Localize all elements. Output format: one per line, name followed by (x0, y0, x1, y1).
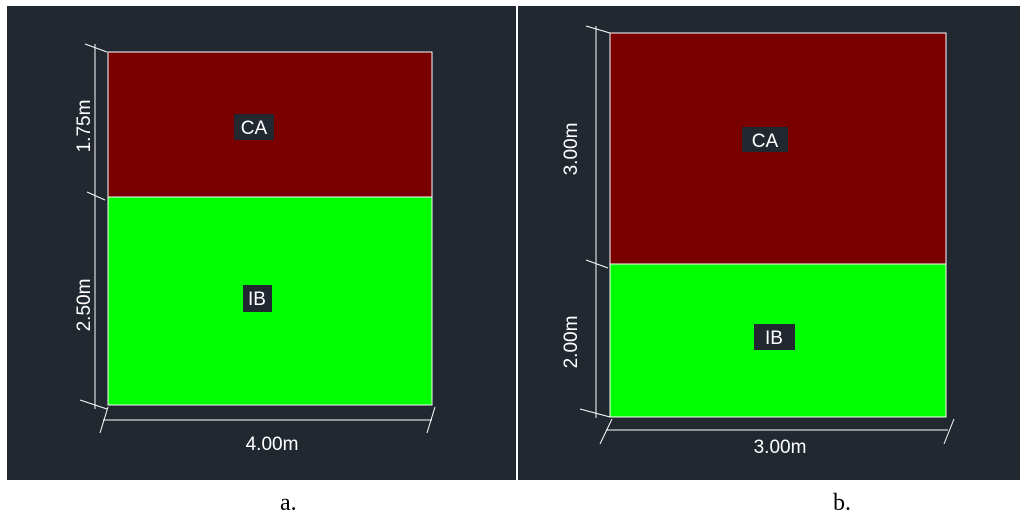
panel-a-dim-width: 4.00m (246, 434, 299, 455)
panel-b-drawing: CA IB 3.00m 2.00m 3.00m (518, 6, 1020, 480)
panel-a-label-ca: CA (241, 118, 268, 139)
panel-b-label-ca-bg (742, 127, 788, 152)
panel-a-dim-bottom: 2.50m (74, 279, 95, 332)
panel-b-caption: b. (833, 490, 851, 516)
panel-b: CA IB 3.00m 2.00m 3.00m (518, 6, 1020, 480)
panel-b-vertical-dimension (579, 25, 611, 418)
panel-a-label-ca-bg (234, 114, 274, 140)
panel-b-label-ib: IB (765, 328, 783, 349)
panel-a-drawing: CA IB 1.75m 2.50m 4.00m (7, 6, 516, 480)
panel-b-dim-top: 3.00m (561, 123, 582, 176)
panel-a-vertical-dimension (79, 43, 108, 410)
panel-b-label-ib-bg (754, 324, 795, 350)
panel-a-dim-top: 1.75m (74, 100, 95, 153)
panel-a-horizontal-dimension (99, 406, 436, 434)
panel-a: CA IB 1.75m 2.50m 4.00m (7, 6, 516, 480)
panel-b-horizontal-dimension (599, 418, 955, 445)
panel-b-label-ca: CA (752, 131, 779, 152)
panel-b-dim-bottom: 2.00m (561, 316, 582, 369)
panel-b-dim-width: 3.00m (754, 437, 807, 458)
panel-a-label-ib: IB (248, 289, 266, 310)
panel-a-caption: a. (280, 490, 297, 516)
panel-a-label-ib-bg (243, 285, 272, 312)
